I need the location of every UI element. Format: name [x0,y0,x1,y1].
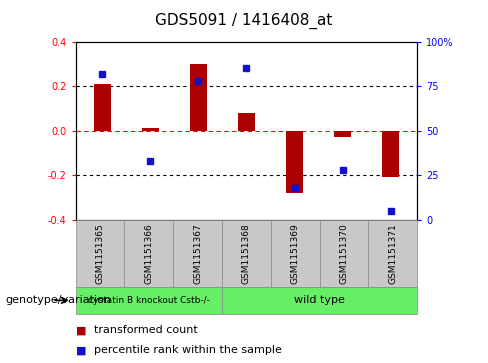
Text: genotype/variation: genotype/variation [5,295,111,305]
Text: GSM1151371: GSM1151371 [388,223,397,284]
Text: ■: ■ [76,345,86,355]
Text: GSM1151368: GSM1151368 [242,223,251,284]
Text: GSM1151367: GSM1151367 [193,223,202,284]
Text: percentile rank within the sample: percentile rank within the sample [94,345,282,355]
Text: GSM1151366: GSM1151366 [144,223,153,284]
Text: GSM1151369: GSM1151369 [291,223,300,284]
Text: cystatin B knockout Cstb-/-: cystatin B knockout Cstb-/- [88,296,210,305]
Text: wild type: wild type [294,295,345,305]
Bar [334,131,351,137]
Bar [238,113,255,131]
Text: GSM1151365: GSM1151365 [96,223,104,284]
Text: GDS5091 / 1416408_at: GDS5091 / 1416408_at [155,13,333,29]
Text: transformed count: transformed count [94,325,198,335]
Bar [190,64,207,131]
Bar [142,129,159,131]
Bar [383,131,399,178]
Bar [94,84,110,131]
Text: ■: ■ [76,325,86,335]
Bar [286,131,303,193]
Text: GSM1151370: GSM1151370 [340,223,348,284]
